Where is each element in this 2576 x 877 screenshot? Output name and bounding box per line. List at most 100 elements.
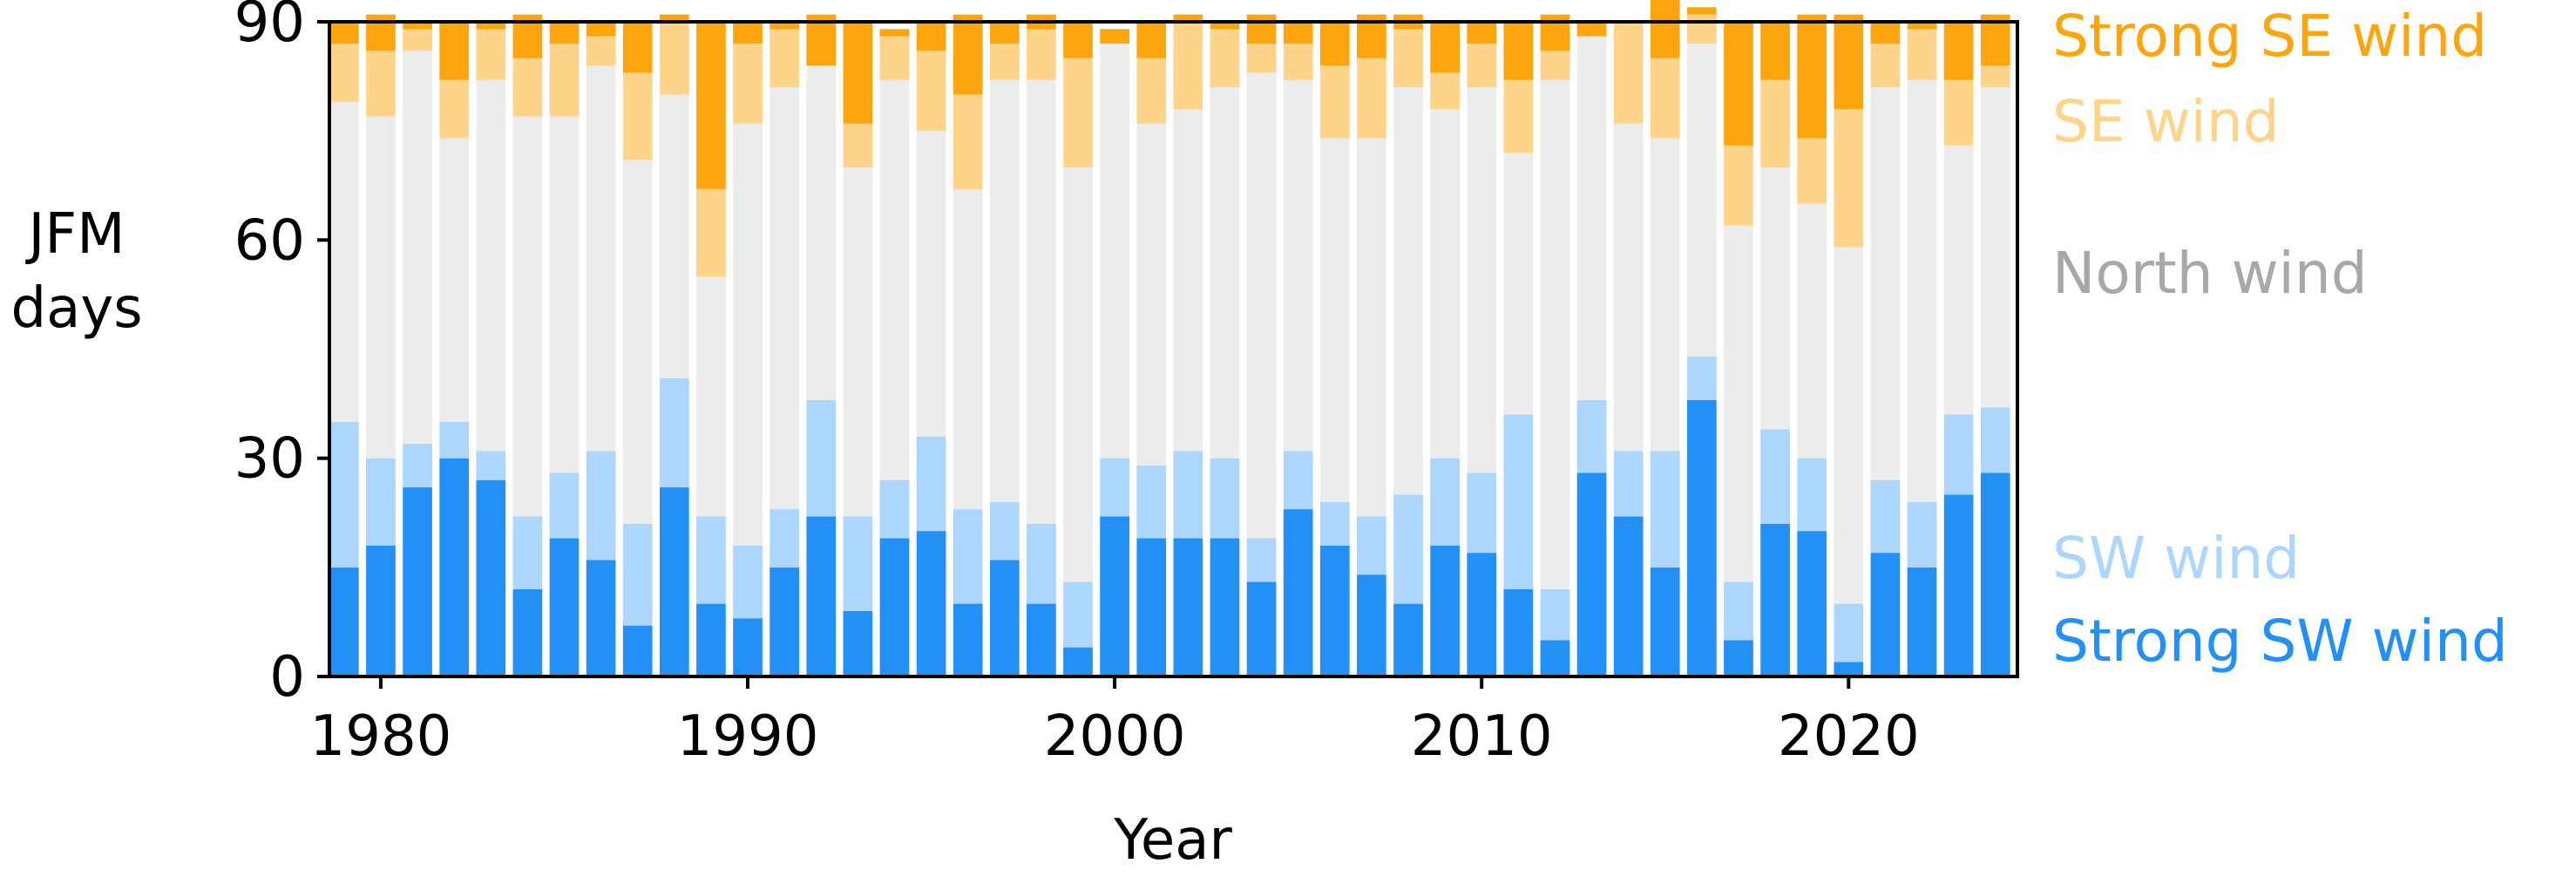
bar-strong-sw-wind-2016 bbox=[1687, 399, 1717, 676]
bar-sw-wind-2016 bbox=[1687, 356, 1717, 400]
x-tick-label-1980: 1980 bbox=[310, 704, 452, 769]
bar-strong-sw-wind-1991 bbox=[769, 567, 799, 676]
bar-strong-se-wind-1987 bbox=[622, 22, 653, 73]
bar-strong-se-wind-1995 bbox=[916, 22, 946, 51]
bar-sw-wind-2020 bbox=[1834, 603, 1864, 663]
bar-strong-sw-wind-2008 bbox=[1393, 603, 1423, 676]
bar-north-wind-1991 bbox=[769, 87, 799, 510]
bar-se-wind-2021 bbox=[1870, 44, 1901, 88]
bar-se-wind-2022 bbox=[1907, 29, 1937, 80]
bar-strong-sw-wind-1998 bbox=[1027, 603, 1056, 676]
bar-se-wind-2014 bbox=[1613, 22, 1644, 124]
bar-se-wind-2008 bbox=[1393, 29, 1423, 88]
bar-sw-wind-2003 bbox=[1210, 458, 1240, 539]
bar-strong-se-wind-2005 bbox=[1283, 22, 1313, 44]
y-axis: 0 30 60 90 bbox=[234, 0, 329, 710]
bars-layer bbox=[329, 0, 2010, 676]
bar-strong-se-wind-2019 bbox=[1797, 14, 1827, 139]
bar-north-wind-2023 bbox=[1943, 145, 1974, 415]
bar-north-wind-1992 bbox=[806, 65, 837, 400]
y-axis-label-line-2: days bbox=[10, 276, 142, 341]
bar-strong-sw-wind-1989 bbox=[696, 603, 726, 676]
bar-sw-wind-1987 bbox=[622, 523, 653, 626]
bar-strong-se-wind-2004 bbox=[1246, 14, 1277, 44]
bar-strong-se-wind-2011 bbox=[1503, 22, 1534, 80]
bar-strong-sw-wind-1990 bbox=[733, 618, 763, 676]
bar-sw-wind-1985 bbox=[549, 472, 580, 539]
bar-sw-wind-1993 bbox=[843, 516, 873, 611]
bar-sw-wind-1981 bbox=[403, 443, 432, 488]
bar-strong-sw-wind-1994 bbox=[879, 538, 910, 676]
y-axis-label-line-1: JFM bbox=[25, 202, 125, 267]
bar-north-wind-1994 bbox=[879, 79, 910, 480]
bar-strong-sw-wind-2015 bbox=[1650, 567, 1680, 676]
bar-se-wind-2007 bbox=[1357, 58, 1386, 139]
bar-se-wind-1985 bbox=[549, 44, 580, 117]
bar-strong-sw-wind-2005 bbox=[1283, 509, 1313, 676]
bar-strong-sw-wind-2012 bbox=[1540, 640, 1570, 676]
bar-se-wind-1987 bbox=[622, 72, 653, 160]
bar-north-wind-1987 bbox=[622, 160, 653, 524]
bar-sw-wind-1986 bbox=[586, 451, 616, 561]
bar-strong-sw-wind-1993 bbox=[843, 610, 873, 676]
bar-strong-se-wind-2015 bbox=[1650, 0, 1680, 58]
bar-north-wind-1990 bbox=[733, 123, 763, 546]
bar-strong-se-wind-1994 bbox=[879, 29, 910, 37]
bar-strong-sw-wind-2021 bbox=[1870, 553, 1901, 676]
bar-strong-sw-wind-2022 bbox=[1907, 567, 1937, 676]
bar-strong-se-wind-1989 bbox=[696, 22, 726, 189]
bar-se-wind-2018 bbox=[1760, 79, 1790, 167]
bar-strong-se-wind-2006 bbox=[1319, 22, 1350, 66]
bar-sw-wind-2011 bbox=[1503, 414, 1534, 589]
bar-sw-wind-1979 bbox=[329, 421, 359, 568]
bar-sw-wind-2015 bbox=[1650, 451, 1680, 568]
bar-se-wind-1997 bbox=[989, 44, 1020, 80]
bar-sw-wind-1983 bbox=[476, 451, 506, 480]
bar-se-wind-2003 bbox=[1210, 29, 1240, 88]
bar-strong-se-wind-1999 bbox=[1063, 22, 1093, 58]
bar-sw-wind-1992 bbox=[806, 399, 837, 517]
bar-strong-sw-wind-2019 bbox=[1797, 531, 1827, 676]
bar-se-wind-2011 bbox=[1503, 79, 1534, 153]
bar-strong-sw-wind-1980 bbox=[366, 545, 396, 676]
bar-se-wind-2005 bbox=[1283, 44, 1313, 80]
bar-sw-wind-2021 bbox=[1870, 479, 1901, 554]
legend-north-wind: North wind bbox=[2052, 240, 2368, 307]
bar-se-wind-2019 bbox=[1797, 138, 1827, 204]
bar-strong-sw-wind-2017 bbox=[1724, 640, 1753, 676]
x-tick-label-2020: 2020 bbox=[1778, 704, 1920, 769]
bar-sw-wind-1994 bbox=[879, 479, 910, 539]
bar-strong-se-wind-1993 bbox=[843, 22, 873, 124]
bar-north-wind-1982 bbox=[439, 138, 470, 422]
x-tick-label-2000: 2000 bbox=[1044, 704, 1186, 769]
bar-sw-wind-1990 bbox=[733, 545, 763, 619]
bar-north-wind-2000 bbox=[1100, 44, 1129, 459]
bar-sw-wind-2005 bbox=[1283, 451, 1313, 510]
x-tick-label-1990: 1990 bbox=[677, 704, 819, 769]
bar-sw-wind-1999 bbox=[1063, 581, 1093, 648]
bar-north-wind-1981 bbox=[403, 51, 432, 444]
bar-north-wind-2024 bbox=[1980, 87, 2010, 408]
bar-north-wind-2019 bbox=[1797, 203, 1827, 459]
bar-sw-wind-1995 bbox=[916, 436, 946, 532]
bar-sw-wind-1989 bbox=[696, 516, 726, 604]
bar-strong-sw-wind-2018 bbox=[1760, 523, 1790, 676]
bar-north-wind-2010 bbox=[1467, 87, 1497, 473]
bar-se-wind-1991 bbox=[769, 29, 799, 88]
x-tick-label-2010: 2010 bbox=[1411, 704, 1553, 769]
legend-sw-wind: SW wind bbox=[2052, 525, 2300, 592]
bar-se-wind-2017 bbox=[1724, 145, 1753, 226]
bar-se-wind-1988 bbox=[659, 22, 689, 95]
bar-strong-sw-wind-1996 bbox=[952, 603, 983, 676]
bar-sw-wind-1991 bbox=[769, 509, 799, 568]
bar-strong-se-wind-2003 bbox=[1210, 22, 1240, 30]
bar-sw-wind-2009 bbox=[1430, 458, 1460, 546]
bar-se-wind-2001 bbox=[1136, 58, 1167, 124]
bar-sw-wind-1984 bbox=[512, 516, 543, 589]
y-tick-label-0: 0 bbox=[269, 645, 305, 710]
bar-north-wind-1983 bbox=[476, 79, 506, 452]
bar-north-wind-1993 bbox=[843, 167, 873, 517]
plot-frame bbox=[328, 20, 2019, 678]
bar-north-wind-2009 bbox=[1430, 109, 1460, 459]
bar-se-wind-1990 bbox=[733, 44, 763, 124]
